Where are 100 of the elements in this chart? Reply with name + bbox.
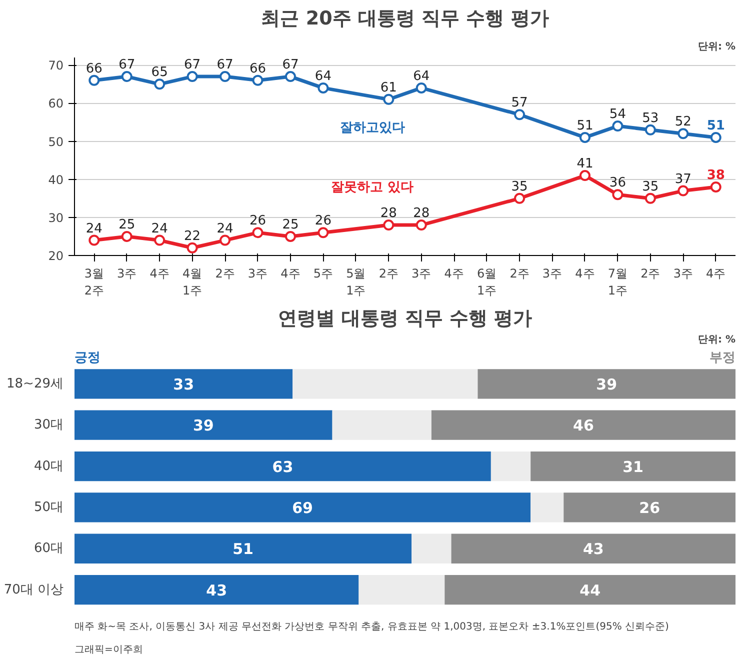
x-tick-label: 5월 1주 — [346, 266, 366, 298]
point — [318, 227, 329, 238]
point — [514, 109, 526, 120]
y-tick-label: 40 — [48, 172, 64, 187]
point — [121, 71, 132, 82]
point — [186, 242, 198, 254]
data-label: 37 — [674, 172, 692, 187]
data-label: 44 — [580, 581, 601, 600]
data-label: 51 — [706, 118, 725, 134]
x-tick-label: 4주 — [706, 266, 726, 280]
point — [154, 78, 166, 90]
data-label: 65 — [151, 65, 168, 80]
y-tick-label: 70대 이상 — [4, 582, 64, 598]
data-label: 61 — [380, 80, 397, 96]
point — [678, 185, 689, 196]
point — [284, 230, 296, 242]
y-tick-label: 18~29세 — [6, 376, 64, 392]
x-tick-label: 2주 — [640, 266, 660, 280]
bar — [451, 534, 736, 564]
data-label: 57 — [511, 96, 528, 111]
series-label: 부정 — [710, 350, 736, 366]
point — [252, 74, 264, 86]
point — [186, 71, 198, 82]
data-label: 54 — [609, 107, 626, 122]
data-label: 36 — [609, 176, 626, 191]
point — [220, 71, 231, 82]
chart-subtitle: 단위: % — [698, 334, 736, 346]
text: 매주 화~목 조사, 이동통신 3사 제공 무선전화 가상번호 무작위 추출, 유효표본 약 1,003명, 표본오차 ±3.1%포인트(95% 신뢰수준) — [74, 622, 669, 632]
point — [579, 132, 590, 143]
data-label: 28 — [413, 206, 430, 222]
x-tick-label: 3월 2주 — [84, 266, 104, 298]
bar — [74, 492, 531, 522]
point — [710, 132, 722, 143]
data-label: 26 — [639, 498, 660, 517]
x-tick-label: 6월 1주 — [476, 266, 497, 298]
data-label: 25 — [118, 217, 136, 232]
point — [710, 181, 722, 192]
data-label: 31 — [622, 458, 644, 476]
data-label: 22 — [184, 228, 201, 244]
bar — [332, 410, 432, 440]
point — [383, 220, 394, 231]
point — [644, 192, 656, 204]
x-tick-label: 4주 — [150, 266, 170, 280]
y-tick-label: 70 — [48, 58, 64, 73]
bar — [530, 451, 736, 482]
point — [154, 234, 166, 246]
data-label: 66 — [86, 61, 102, 76]
data-label: 25 — [282, 217, 299, 232]
x-tick-label: 4주 — [444, 266, 464, 280]
bar — [292, 369, 478, 399]
point — [416, 220, 427, 231]
data-label: 33 — [173, 375, 194, 394]
chart-subtitle: 단위: % — [698, 42, 736, 52]
bar — [412, 534, 452, 564]
data-label: 67 — [118, 58, 136, 73]
bar — [358, 574, 445, 605]
y-tick-label: 60대 — [34, 541, 64, 556]
data-label: 24 — [216, 221, 234, 236]
data-label: 35 — [511, 179, 528, 194]
x-tick-label: 4주 — [280, 266, 300, 280]
x-tick-label: 2주 — [510, 266, 530, 280]
y-tick-label: 50대 — [34, 500, 64, 515]
data-label: 51 — [232, 540, 254, 558]
data-label: 35 — [642, 179, 659, 194]
y-tick-label: 60 — [48, 96, 64, 111]
x-tick-label: 7월 1주 — [608, 266, 628, 298]
x-tick-label: 4월 1주 — [182, 266, 202, 298]
x-tick-label: 3주 — [117, 266, 137, 280]
x-tick-label: 3주 — [542, 266, 562, 280]
data-label: 24 — [151, 221, 168, 236]
text: 그래픽=이주희 — [74, 644, 143, 656]
data-label: 67 — [216, 58, 234, 73]
chart-title: 최근 20주 대통령 직무 수행 평가 — [261, 8, 549, 30]
y-tick-label: 30대 — [34, 418, 64, 433]
bar — [490, 451, 531, 482]
point — [612, 189, 624, 200]
bar — [74, 534, 412, 564]
point — [88, 234, 100, 246]
data-label: 53 — [642, 110, 659, 126]
point — [318, 82, 329, 94]
data-label: 67 — [282, 58, 299, 73]
point — [416, 82, 427, 94]
point — [252, 227, 264, 238]
bar — [74, 451, 491, 482]
data-label: 66 — [249, 61, 266, 76]
point — [383, 94, 394, 105]
point — [284, 71, 296, 82]
bar — [74, 369, 293, 399]
point — [121, 230, 132, 242]
data-label: 67 — [184, 58, 201, 73]
series-label: 긍정 — [74, 350, 100, 366]
x-tick-label: 3주 — [412, 266, 432, 280]
data-label: 52 — [674, 114, 692, 130]
x-tick-label: 3주 — [673, 266, 693, 280]
bar — [444, 574, 736, 605]
data-label: 64 — [314, 68, 332, 84]
y-tick-label: 20 — [48, 249, 64, 263]
data-label: 26 — [314, 214, 332, 229]
point — [88, 74, 100, 86]
x-tick-label: 2주 — [215, 266, 235, 280]
